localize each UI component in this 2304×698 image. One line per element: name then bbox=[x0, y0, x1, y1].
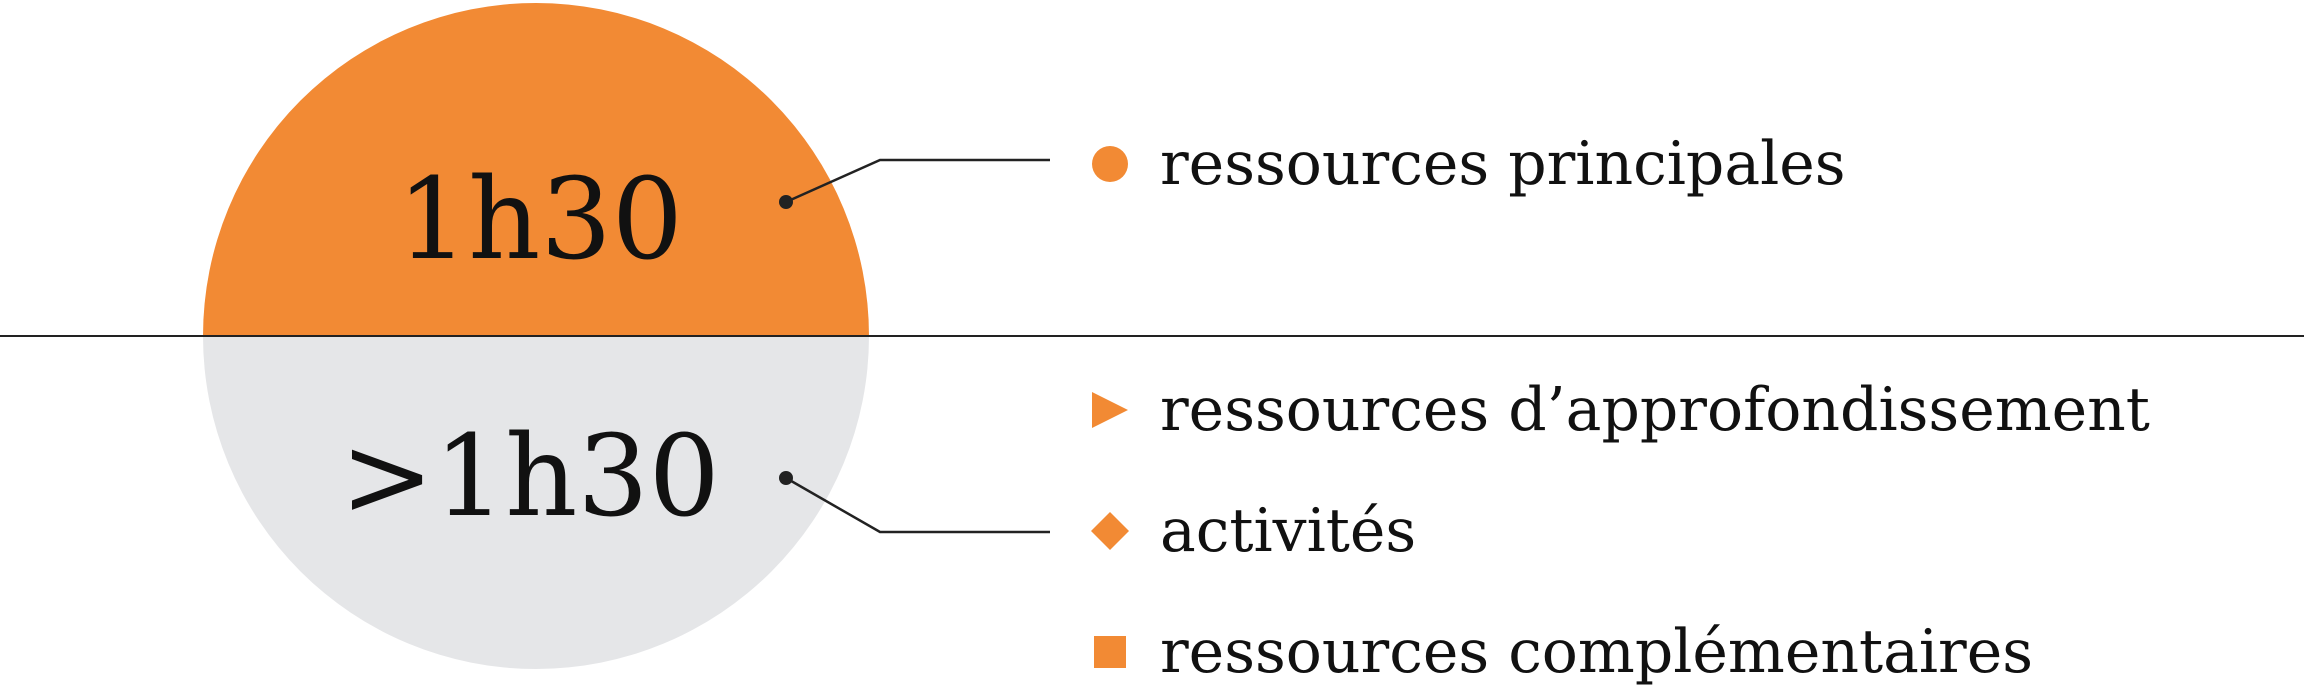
legend-item-deepening-resources: ressources d’approfondissement bbox=[1090, 370, 2150, 450]
triangle-icon bbox=[1092, 392, 1128, 428]
legend-item-main-resources: ressources principales bbox=[1090, 124, 1846, 204]
legend-label: ressources principales bbox=[1160, 129, 1846, 199]
diamond-icon bbox=[1091, 512, 1129, 550]
legend-label: ressources d’approfondissement bbox=[1160, 375, 2150, 445]
bottom-leader-dot bbox=[779, 471, 793, 485]
bottom-half-disc bbox=[203, 336, 869, 669]
legend-label: ressources complémentaires bbox=[1160, 617, 2034, 687]
top-leader-line bbox=[785, 158, 1050, 204]
top-half-disc bbox=[203, 3, 869, 336]
bottom-duration-label: >1h30 bbox=[340, 412, 720, 542]
top-leader-dot bbox=[779, 195, 793, 209]
legend-item-complementary-resources: ressources complémentaires bbox=[1090, 612, 2033, 692]
square-icon bbox=[1094, 636, 1126, 668]
circle-icon bbox=[1092, 146, 1128, 182]
bottom-leader-line bbox=[785, 476, 1050, 534]
legend-item-activities: activités bbox=[1090, 491, 1416, 571]
legend-label: activités bbox=[1160, 496, 1417, 566]
top-duration-label: 1h30 bbox=[397, 155, 683, 285]
